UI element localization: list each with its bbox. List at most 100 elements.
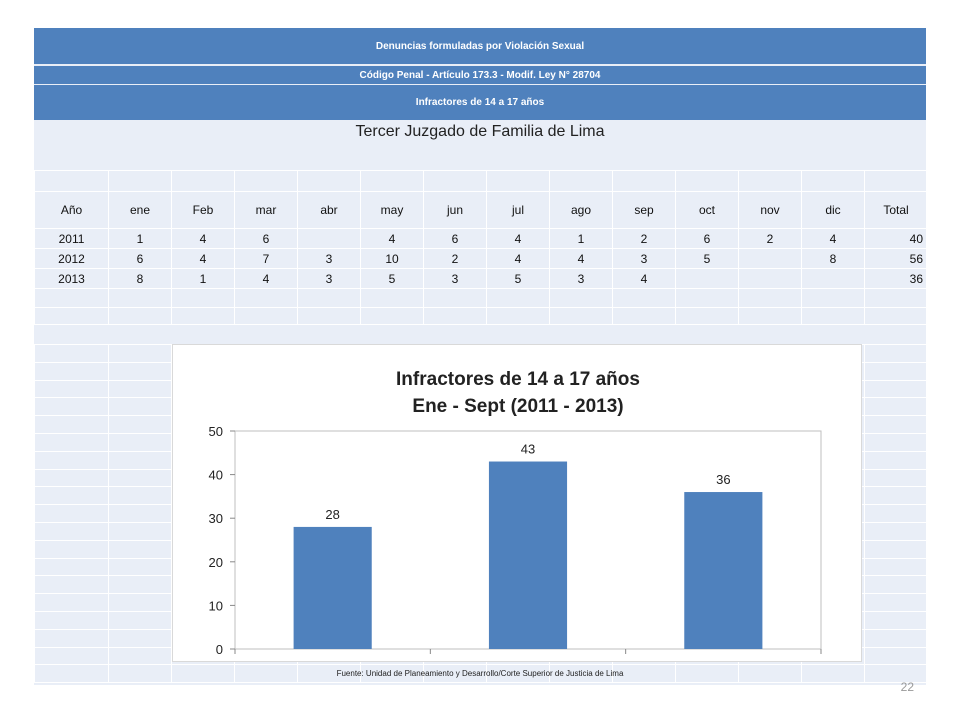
empty-cell [864, 288, 928, 308]
table-cell [801, 268, 865, 289]
table-cell: 3 [297, 268, 361, 289]
empty-cell [864, 575, 928, 595]
empty-cell [34, 593, 109, 612]
empty-cell [675, 170, 739, 192]
empty-cell [34, 486, 109, 506]
table-cell: 4 [486, 228, 550, 249]
empty-cell [108, 170, 172, 192]
bar-chart-svg: Infractores de 14 a 17 años Ene - Sept (… [209, 369, 822, 663]
empty-cell [864, 593, 928, 612]
empty-cell [34, 610, 109, 630]
table-row: 2012 6 4 7 3 10 2 4 4 3 5 8 56 [34, 248, 928, 269]
data-label: 36 [716, 472, 730, 487]
empty-cell [297, 170, 361, 192]
empty-cell [864, 539, 928, 559]
table-cell: 10 [360, 248, 424, 269]
empty-cell [360, 288, 424, 308]
empty-cell [108, 432, 172, 452]
x-tick-label: 2013 [709, 662, 738, 663]
table-cell: 36 [864, 268, 928, 289]
table-cell: 1 [108, 228, 172, 249]
table-cell: 6 [108, 248, 172, 269]
empty-cell [360, 170, 424, 192]
table-cell: 2 [738, 228, 802, 249]
table-cell: 6 [423, 228, 487, 249]
empty-cell [864, 432, 928, 452]
empty-row [34, 307, 928, 325]
y-tick-label: 10 [209, 598, 223, 613]
empty-cell [34, 468, 109, 488]
empty-cell [34, 521, 109, 541]
page-number: 22 [900, 680, 914, 694]
empty-cell [864, 521, 928, 541]
empty-cell [234, 307, 298, 325]
empty-cell [34, 432, 109, 452]
empty-cell [108, 646, 172, 666]
header-row: Año ene Feb mar abr may jun jul ago sep oct nov dic T… [34, 191, 928, 229]
empty-cell [34, 557, 109, 577]
empty-cell [864, 468, 928, 488]
table-cell [738, 268, 802, 289]
empty-cell [34, 397, 109, 417]
y-tick-label: 0 [216, 642, 223, 657]
report-title: Denuncias formuladas por Violación Sexua… [34, 28, 926, 64]
table-cell: 4 [234, 268, 298, 289]
empty-cell [612, 170, 676, 192]
column-header: Total [864, 191, 928, 229]
empty-cell [108, 288, 172, 308]
table-cell [738, 248, 802, 269]
column-header: may [360, 191, 424, 229]
empty-cell [675, 288, 739, 308]
empty-cell [34, 539, 109, 559]
empty-cell [108, 468, 172, 488]
empty-cell [864, 486, 928, 506]
empty-cell [801, 288, 865, 308]
table-cell [297, 228, 361, 249]
empty-cell [864, 450, 928, 470]
table-row: 2011 1 4 6 4 6 4 1 2 6 2 4 40 [34, 228, 928, 249]
table-row: 2013 8 1 4 3 5 3 5 3 4 36 [34, 268, 928, 289]
empty-cell [171, 307, 235, 325]
table-cell: 2 [423, 248, 487, 269]
table-cell: 4 [171, 248, 235, 269]
empty-cell [108, 361, 172, 381]
empty-cell [801, 170, 865, 192]
bar-2011 [293, 526, 372, 649]
empty-cell [423, 288, 487, 308]
empty-cell [34, 170, 109, 192]
bar-2012 [488, 461, 568, 649]
y-tick-label: 20 [209, 555, 223, 570]
empty-cell [549, 288, 613, 308]
table-cell: 7 [234, 248, 298, 269]
table-cell: 3 [612, 248, 676, 269]
chart-subtitle: Ene - Sept (2011 - 2013) [412, 396, 623, 417]
column-header: Año [34, 191, 109, 229]
table-cell: 56 [864, 248, 928, 269]
table-cell: 3 [549, 268, 613, 289]
empty-cell [108, 610, 172, 630]
table-cell: 4 [360, 228, 424, 249]
empty-cell [34, 344, 109, 363]
empty-cell [108, 450, 172, 470]
empty-cell [171, 288, 235, 308]
table-cell: 2013 [34, 268, 109, 289]
empty-cell [549, 170, 613, 192]
table-cell: 8 [801, 248, 865, 269]
table-cell: 4 [171, 228, 235, 249]
court-name: Tercer Juzgado de Familia de Lima [355, 123, 605, 140]
table-cell: 3 [297, 248, 361, 269]
column-header: nov [738, 191, 802, 229]
data-label: 43 [521, 442, 535, 457]
empty-cell [864, 628, 928, 648]
legal-code: Código Penal - Artículo 173.3 - Modif. L… [34, 66, 926, 84]
empty-cell [108, 539, 172, 559]
empty-cell [801, 307, 865, 325]
column-header: ago [549, 191, 613, 229]
empty-cell [108, 415, 172, 434]
column-header: Feb [171, 191, 235, 229]
column-header: ene [108, 191, 172, 229]
table-cell: 6 [234, 228, 298, 249]
table-cell: 4 [486, 248, 550, 269]
empty-cell [171, 170, 235, 192]
empty-cell [108, 486, 172, 506]
